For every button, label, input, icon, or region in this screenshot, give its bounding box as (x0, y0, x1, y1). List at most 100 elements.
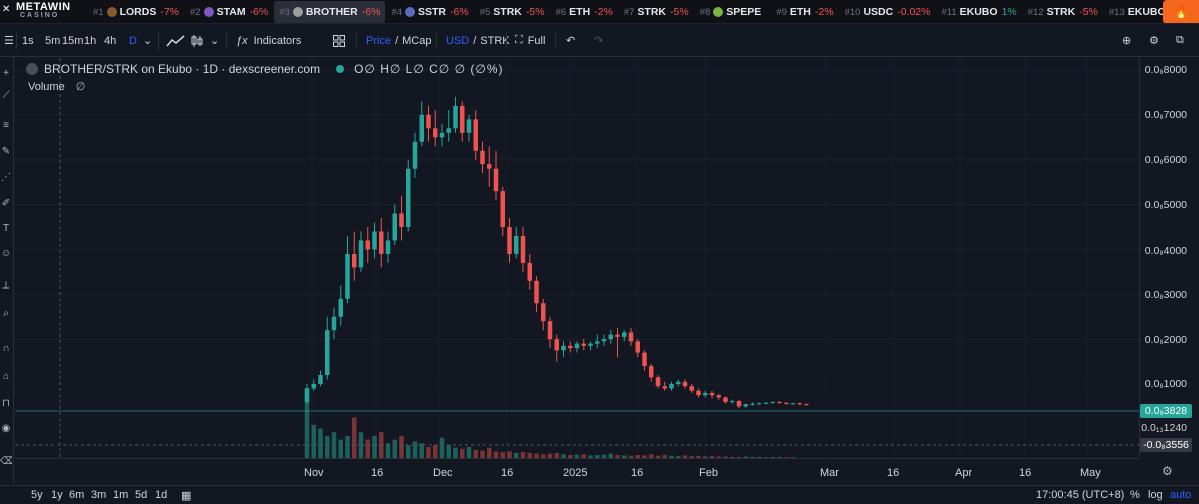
camera-icon[interactable]: ⧉ (1176, 34, 1184, 46)
ticker-item-spepe[interactable]: #8 SPEPE (695, 1, 771, 23)
metawin-logo[interactable]: ✕ METAWIN CASINO (2, 1, 78, 23)
price-option[interactable]: Price (366, 34, 392, 47)
volume-bar (608, 453, 613, 458)
ticker-rank: #13 (1108, 6, 1125, 18)
time-label: Mar (820, 467, 839, 479)
mcap-option[interactable]: MCap (402, 34, 432, 47)
bottom-bar: 5y 1y 6m 3m 1m 5d 1d ▦ 17:00:45 (UTC+8) … (0, 485, 1199, 504)
redo-icon[interactable]: ↷ (594, 35, 604, 47)
range-1d[interactable]: 1d (155, 489, 168, 501)
interval-d[interactable]: D (129, 34, 137, 47)
ticker-item-lords[interactable]: #1 LORDS -7% (88, 1, 184, 23)
status-dot (336, 65, 345, 73)
volume-bar (426, 446, 431, 458)
range-5y[interactable]: 5y (31, 489, 43, 501)
volume-bar (352, 417, 357, 458)
menu-icon[interactable]: ☰ (4, 35, 14, 47)
time-axis[interactable]: Nov 16 Dec 16 2025 16 Feb Mar 16 Apr 16 … (15, 458, 1139, 484)
brush-icon[interactable]: ✎ (1, 146, 11, 157)
range-6m[interactable]: 6m (69, 489, 85, 501)
interval-4h[interactable]: 4h (104, 34, 117, 47)
currency-toggle[interactable]: USD / STRK (446, 24, 510, 57)
emoji-icon[interactable]: ☺ (0, 248, 12, 259)
candle-body (628, 332, 634, 342)
price-axis[interactable]: 0.0₈8000 0.0₈7000 0.0₈6000 0.0₈5000 0.0₈… (1139, 58, 1199, 458)
candle-body (608, 334, 613, 340)
slash-separator-2: / (473, 34, 477, 47)
price-mcap-toggle[interactable]: Price / MCap (366, 24, 431, 57)
usd-option[interactable]: USD (446, 34, 470, 47)
candle-body (487, 164, 492, 169)
undo-icon[interactable]: ↶ (566, 35, 576, 47)
log-toggle[interactable]: log (1148, 489, 1163, 501)
full-button[interactable]: ⛶ Full (515, 24, 545, 57)
interval-5m[interactable]: 5m (45, 34, 61, 47)
calendar-icon[interactable]: ▦ (181, 490, 192, 502)
volume-bar (520, 452, 526, 458)
eye-icon[interactable]: ◉ (1, 423, 11, 434)
volume-legend[interactable]: Volume ∅ (28, 80, 85, 93)
fire-button[interactable]: 🔥 (1163, 0, 1199, 23)
candles (304, 96, 809, 409)
ticker-item-eth[interactable]: #9 ETH -2% (771, 1, 838, 23)
lock-drawing-icon[interactable]: ⌂ (2, 371, 10, 382)
candle-body (615, 334, 620, 337)
layout-grid-icon[interactable] (333, 24, 345, 57)
range-5d[interactable]: 5d (135, 489, 148, 501)
trendline-icon[interactable]: ⟋ (2, 90, 10, 101)
volume-bar (304, 388, 310, 458)
ticker-item-brother[interactable]: #3 BROTHER -6% (274, 1, 386, 23)
percent-toggle[interactable]: % (1130, 489, 1140, 501)
ticker-item-strk[interactable]: #12 STRK -5% (1023, 1, 1103, 23)
pattern-icon[interactable]: ⋰ (1, 172, 11, 183)
volume-hidden-icon[interactable]: ∅ (75, 81, 86, 93)
chevron-down-icon[interactable]: ⌄ (143, 35, 153, 47)
interval-15m[interactable]: 15m (62, 34, 84, 47)
time-label: 16 (501, 467, 514, 479)
magnet-icon[interactable]: ∩ (2, 343, 10, 354)
text-icon[interactable]: T (2, 223, 10, 234)
gear-icon[interactable]: ⚙ (1149, 35, 1159, 47)
time-label: Feb (699, 467, 718, 479)
candle-body (601, 339, 607, 342)
range-3m[interactable]: 3m (91, 489, 107, 501)
chevron-down-icon-2[interactable]: ⌄ (210, 35, 220, 47)
interval-1s[interactable]: 1s (22, 34, 34, 47)
candle-body (662, 386, 667, 389)
ticker-item-stam[interactable]: #2 STAM -6% (185, 1, 273, 23)
strk-option[interactable]: STRK (480, 34, 510, 47)
price-chart[interactable] (15, 58, 1139, 458)
ticker-item-eth[interactable]: #6 ETH -2% (551, 1, 618, 23)
zoom-in-icon[interactable]: ⌕ (3, 308, 9, 319)
lock-icon[interactable]: ⊓ (2, 398, 10, 409)
range-1m[interactable]: 1m (113, 489, 129, 501)
candles-icon[interactable] (190, 24, 204, 57)
ruler-icon[interactable]: ⟂ (2, 280, 10, 291)
clock-time[interactable]: 17:00:45 (UTC+8) (1036, 489, 1125, 501)
line-chart-icon[interactable] (166, 24, 186, 57)
volume-bar (642, 455, 647, 458)
time-label: 2025 (563, 467, 588, 479)
candle-body (352, 253, 357, 268)
volume-bar (622, 455, 627, 458)
auto-toggle[interactable]: auto (1170, 489, 1192, 501)
ticker-item-strk[interactable]: #5 STRK -5% (475, 1, 550, 23)
zoom-icon[interactable]: ⊕ (1122, 35, 1132, 47)
crosshair-icon[interactable]: + (3, 68, 9, 79)
interval-1h[interactable]: 1h (84, 34, 97, 47)
indicators-button[interactable]: ƒx Indicators (236, 24, 301, 57)
ticker-item-ekubo[interactable]: #11 EKUBO 1% (936, 1, 1021, 23)
axis-settings-icon[interactable]: ⚙ (1162, 464, 1173, 478)
fib-icon[interactable]: ≡ (3, 120, 9, 131)
chart-toolbar: ☰ 1s 5m 15m 1h 4h D ⌄ ⌄ ƒx Indicators Pr… (0, 24, 1199, 57)
token-icon (713, 7, 724, 17)
candle-body (520, 235, 526, 263)
trash-icon[interactable]: ⌫ (0, 456, 12, 467)
ticker-item-usdc[interactable]: #10 USDC -0.02% (840, 1, 936, 23)
range-1y[interactable]: 1y (51, 489, 63, 501)
ticker-item-strk[interactable]: #7 STRK -5% (619, 1, 694, 23)
pen-icon[interactable]: ✐ (1, 198, 11, 209)
ticker-item-sstr[interactable]: #4 SSTR -6% (386, 1, 473, 23)
volume-bar (554, 452, 559, 458)
candle-body (689, 386, 694, 391)
